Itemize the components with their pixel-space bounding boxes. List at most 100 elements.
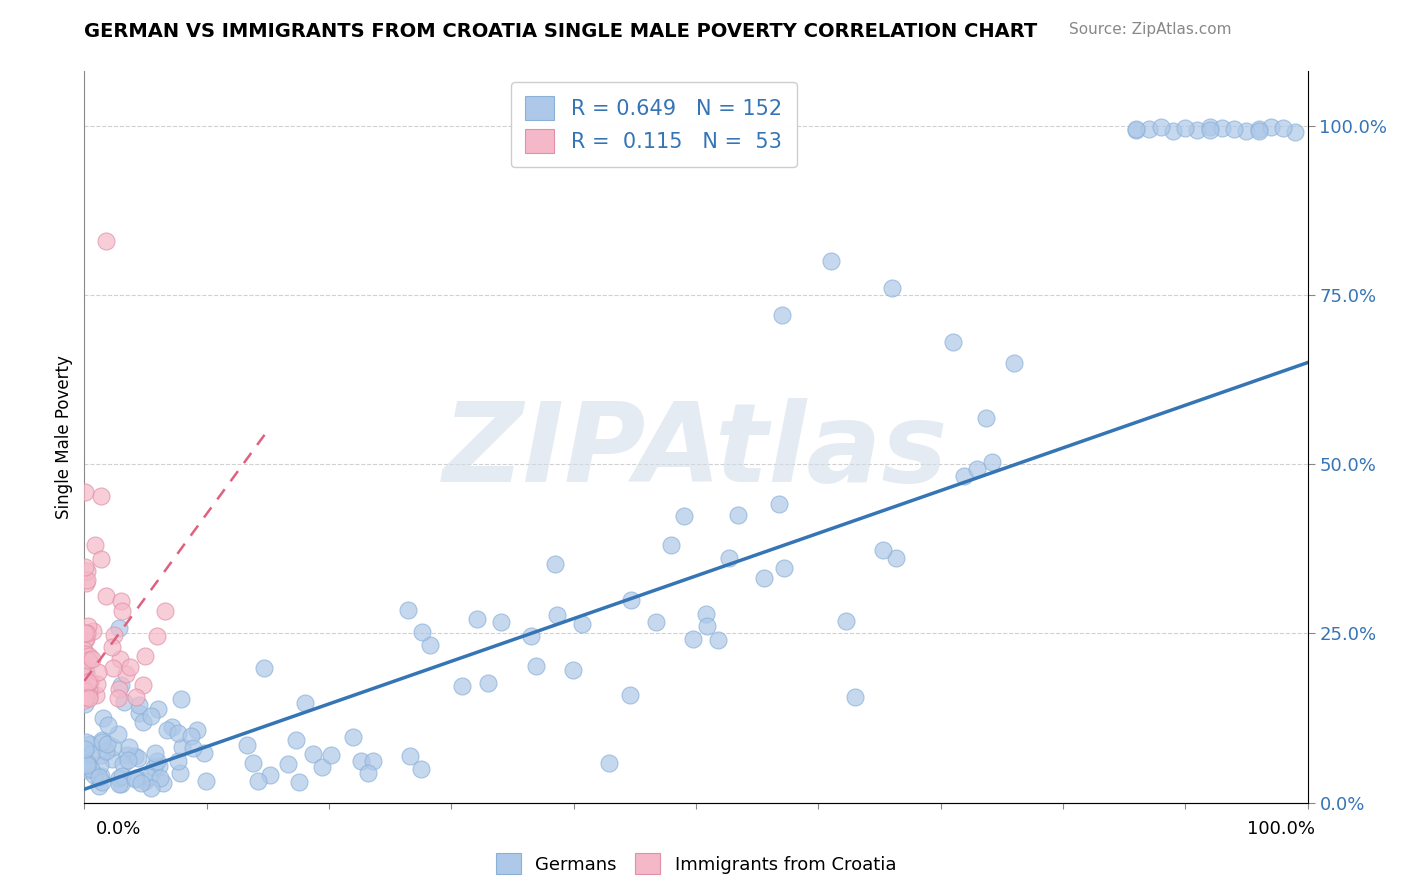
Point xyxy=(89,780,111,794)
Point xyxy=(87,770,110,784)
Point xyxy=(110,594,132,608)
Point xyxy=(520,629,543,643)
Point xyxy=(183,740,205,755)
Point xyxy=(103,661,125,675)
Point xyxy=(75,690,97,704)
Point xyxy=(172,739,194,754)
Point xyxy=(73,626,96,640)
Point xyxy=(754,571,776,585)
Point xyxy=(143,746,166,760)
Point xyxy=(73,746,96,760)
Point xyxy=(152,776,174,790)
Point xyxy=(169,765,191,780)
Point xyxy=(872,542,894,557)
Point xyxy=(75,632,97,647)
Point xyxy=(139,780,162,795)
Point xyxy=(107,690,129,705)
Point xyxy=(90,735,112,749)
Point xyxy=(399,748,422,763)
Point xyxy=(73,684,96,698)
Point xyxy=(193,746,215,760)
Point xyxy=(91,711,114,725)
Point xyxy=(768,497,790,511)
Point xyxy=(1247,121,1270,136)
Point xyxy=(96,737,118,751)
Point xyxy=(1187,123,1209,137)
Point xyxy=(673,509,696,524)
Point xyxy=(132,715,155,730)
Legend: Germans, Immigrants from Croatia: Germans, Immigrants from Croatia xyxy=(488,847,904,881)
Point xyxy=(100,640,122,654)
Point xyxy=(138,771,160,785)
Point xyxy=(80,762,103,776)
Point xyxy=(97,718,120,732)
Point xyxy=(321,748,343,763)
Point xyxy=(127,751,149,765)
Point xyxy=(645,615,668,629)
Point xyxy=(79,674,101,689)
Point xyxy=(350,754,373,768)
Point xyxy=(76,625,98,640)
Point xyxy=(108,652,131,666)
Point xyxy=(91,733,114,747)
Point xyxy=(1125,121,1147,136)
Point xyxy=(75,632,97,647)
Point xyxy=(1260,120,1282,134)
Point xyxy=(76,677,98,691)
Point xyxy=(108,681,131,696)
Point xyxy=(357,765,380,780)
Point xyxy=(489,615,512,629)
Point xyxy=(1198,120,1220,134)
Point xyxy=(111,769,134,783)
Point xyxy=(80,747,103,761)
Point xyxy=(659,538,682,552)
Point xyxy=(110,678,132,692)
Point xyxy=(75,560,97,574)
Point xyxy=(411,625,433,640)
Point xyxy=(115,667,138,681)
Point xyxy=(844,690,866,704)
Point xyxy=(77,683,100,698)
Point xyxy=(1002,355,1025,369)
Point xyxy=(146,755,169,769)
Point xyxy=(149,771,172,785)
Point xyxy=(546,607,568,622)
Point xyxy=(465,612,488,626)
Point xyxy=(880,281,903,295)
Point xyxy=(1137,122,1160,136)
Point xyxy=(73,697,96,711)
Point xyxy=(117,754,139,768)
Point xyxy=(820,254,842,268)
Point xyxy=(75,575,97,590)
Point xyxy=(110,777,132,791)
Point xyxy=(73,665,96,679)
Point xyxy=(361,755,384,769)
Point xyxy=(84,538,107,552)
Point xyxy=(148,702,170,716)
Point xyxy=(131,678,153,692)
Point xyxy=(96,744,118,758)
Point xyxy=(253,661,276,675)
Point xyxy=(695,607,717,621)
Point xyxy=(835,614,858,628)
Point xyxy=(79,737,101,751)
Point xyxy=(90,748,112,763)
Point xyxy=(1174,120,1197,135)
Point xyxy=(91,775,114,789)
Point xyxy=(101,739,124,754)
Point xyxy=(77,674,100,689)
Point xyxy=(451,679,474,693)
Point xyxy=(727,508,749,523)
Point xyxy=(82,624,104,638)
Point xyxy=(73,693,96,707)
Point xyxy=(1211,121,1233,136)
Point xyxy=(311,760,333,774)
Point xyxy=(598,756,620,770)
Point xyxy=(966,461,988,475)
Point xyxy=(107,727,129,741)
Point xyxy=(141,708,163,723)
Point xyxy=(194,774,217,789)
Point xyxy=(1198,123,1220,137)
Y-axis label: Single Male Poverty: Single Male Poverty xyxy=(55,355,73,519)
Point xyxy=(162,720,184,734)
